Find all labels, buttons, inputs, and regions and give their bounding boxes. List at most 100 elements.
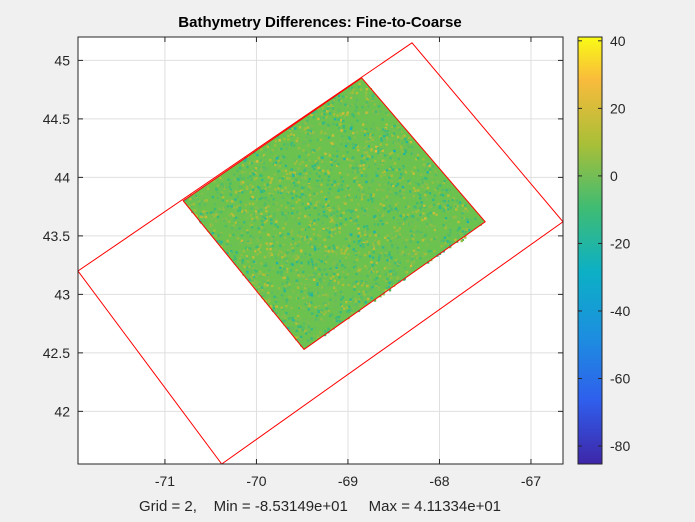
- field-cell: [269, 214, 272, 218]
- field-cell: [310, 113, 313, 117]
- field-cell: [372, 123, 375, 126]
- field-cell: [424, 233, 427, 237]
- field-cell: [368, 251, 371, 254]
- field-cell: [303, 256, 307, 259]
- field-cell: [375, 188, 379, 192]
- field-cell: [235, 235, 238, 239]
- field-cell: [370, 127, 373, 131]
- field-cell: [364, 301, 367, 304]
- field-cell: [333, 110, 336, 113]
- field-cell: [413, 152, 416, 155]
- field-cell: [313, 260, 316, 263]
- field-cell: [389, 152, 392, 155]
- field-cell: [285, 268, 289, 271]
- field-cell: [321, 156, 324, 159]
- field-cell: [457, 220, 460, 224]
- field-cell: [332, 257, 335, 261]
- field-cell: [362, 245, 365, 249]
- field-cell: [298, 141, 301, 144]
- field-cell: [250, 207, 253, 210]
- field-cell: [247, 183, 250, 186]
- field-cell: [367, 297, 370, 301]
- field-cell: [402, 214, 405, 217]
- field-cell: [347, 209, 350, 212]
- field-cell: [375, 277, 379, 280]
- field-cell: [357, 298, 361, 301]
- field-cell: [274, 161, 278, 164]
- field-cell: [313, 289, 317, 293]
- field-cell: [374, 163, 377, 166]
- field-cell: [313, 248, 317, 251]
- field-cell: [346, 196, 349, 199]
- field-cell: [346, 158, 349, 161]
- field-cell: [331, 283, 335, 286]
- field-cell: [371, 155, 374, 158]
- field-cell: [391, 151, 394, 154]
- field-cell: [303, 195, 306, 199]
- field-cell: [437, 240, 440, 243]
- field-cell: [369, 100, 372, 103]
- field-cell: [228, 234, 232, 237]
- field-cell: [252, 172, 255, 175]
- field-cell: [395, 258, 398, 262]
- field-cell: [395, 168, 399, 172]
- field-cell: [307, 206, 311, 209]
- field-cell: [321, 286, 324, 289]
- field-cell: [254, 281, 258, 284]
- field-cell: [396, 246, 399, 250]
- field-cell: [281, 315, 284, 318]
- field-cell: [357, 164, 360, 168]
- field-cell: [393, 162, 397, 165]
- field-cell: [193, 198, 196, 202]
- field-cell: [375, 104, 379, 107]
- field-cell: [372, 270, 375, 273]
- field-cell: [251, 217, 254, 221]
- field-cell: [403, 137, 407, 141]
- field-cell: [449, 244, 452, 247]
- field-cell: [462, 228, 465, 231]
- field-cell: [373, 128, 376, 131]
- field-cell: [423, 204, 426, 207]
- field-cell: [192, 209, 196, 212]
- field-cell: [382, 197, 385, 201]
- field-cell: [260, 214, 263, 218]
- field-cell: [387, 182, 390, 185]
- field-cell: [307, 301, 310, 304]
- field-cell: [331, 134, 335, 137]
- field-cell: [390, 129, 393, 132]
- field-cell: [235, 216, 238, 219]
- field-cell: [227, 220, 231, 223]
- field-cell: [385, 137, 388, 140]
- field-cell: [354, 208, 358, 212]
- field-cell: [455, 234, 459, 237]
- field-cell: [249, 175, 252, 178]
- field-cell: [352, 248, 355, 251]
- field-cell: [245, 187, 249, 190]
- field-cell: [356, 131, 359, 134]
- field-cell: [360, 296, 363, 299]
- field-cell: [307, 322, 310, 325]
- field-cell: [323, 196, 327, 199]
- field-cell: [360, 207, 364, 210]
- field-cell: [265, 167, 268, 170]
- field-cell: [255, 238, 259, 241]
- field-cell: [307, 291, 311, 295]
- field-cell: [402, 136, 405, 139]
- outer-grid-boundary: [78, 42, 563, 464]
- field-cell: [368, 155, 372, 158]
- field-cell: [337, 318, 340, 321]
- field-cell: [303, 228, 307, 231]
- y-tick-label: 44: [54, 169, 70, 185]
- field-cell: [293, 171, 296, 174]
- field-cell: [320, 183, 323, 186]
- field-cell: [256, 173, 259, 176]
- field-cell: [336, 316, 339, 319]
- field-cell: [304, 276, 307, 280]
- colorbar-tick-label: -80: [610, 438, 630, 454]
- field-cell: [295, 174, 298, 177]
- field-cell: [425, 225, 428, 229]
- field-cell: [403, 241, 406, 245]
- field-cell: [421, 185, 424, 188]
- field-cell: [339, 303, 343, 306]
- field-cell: [264, 187, 267, 190]
